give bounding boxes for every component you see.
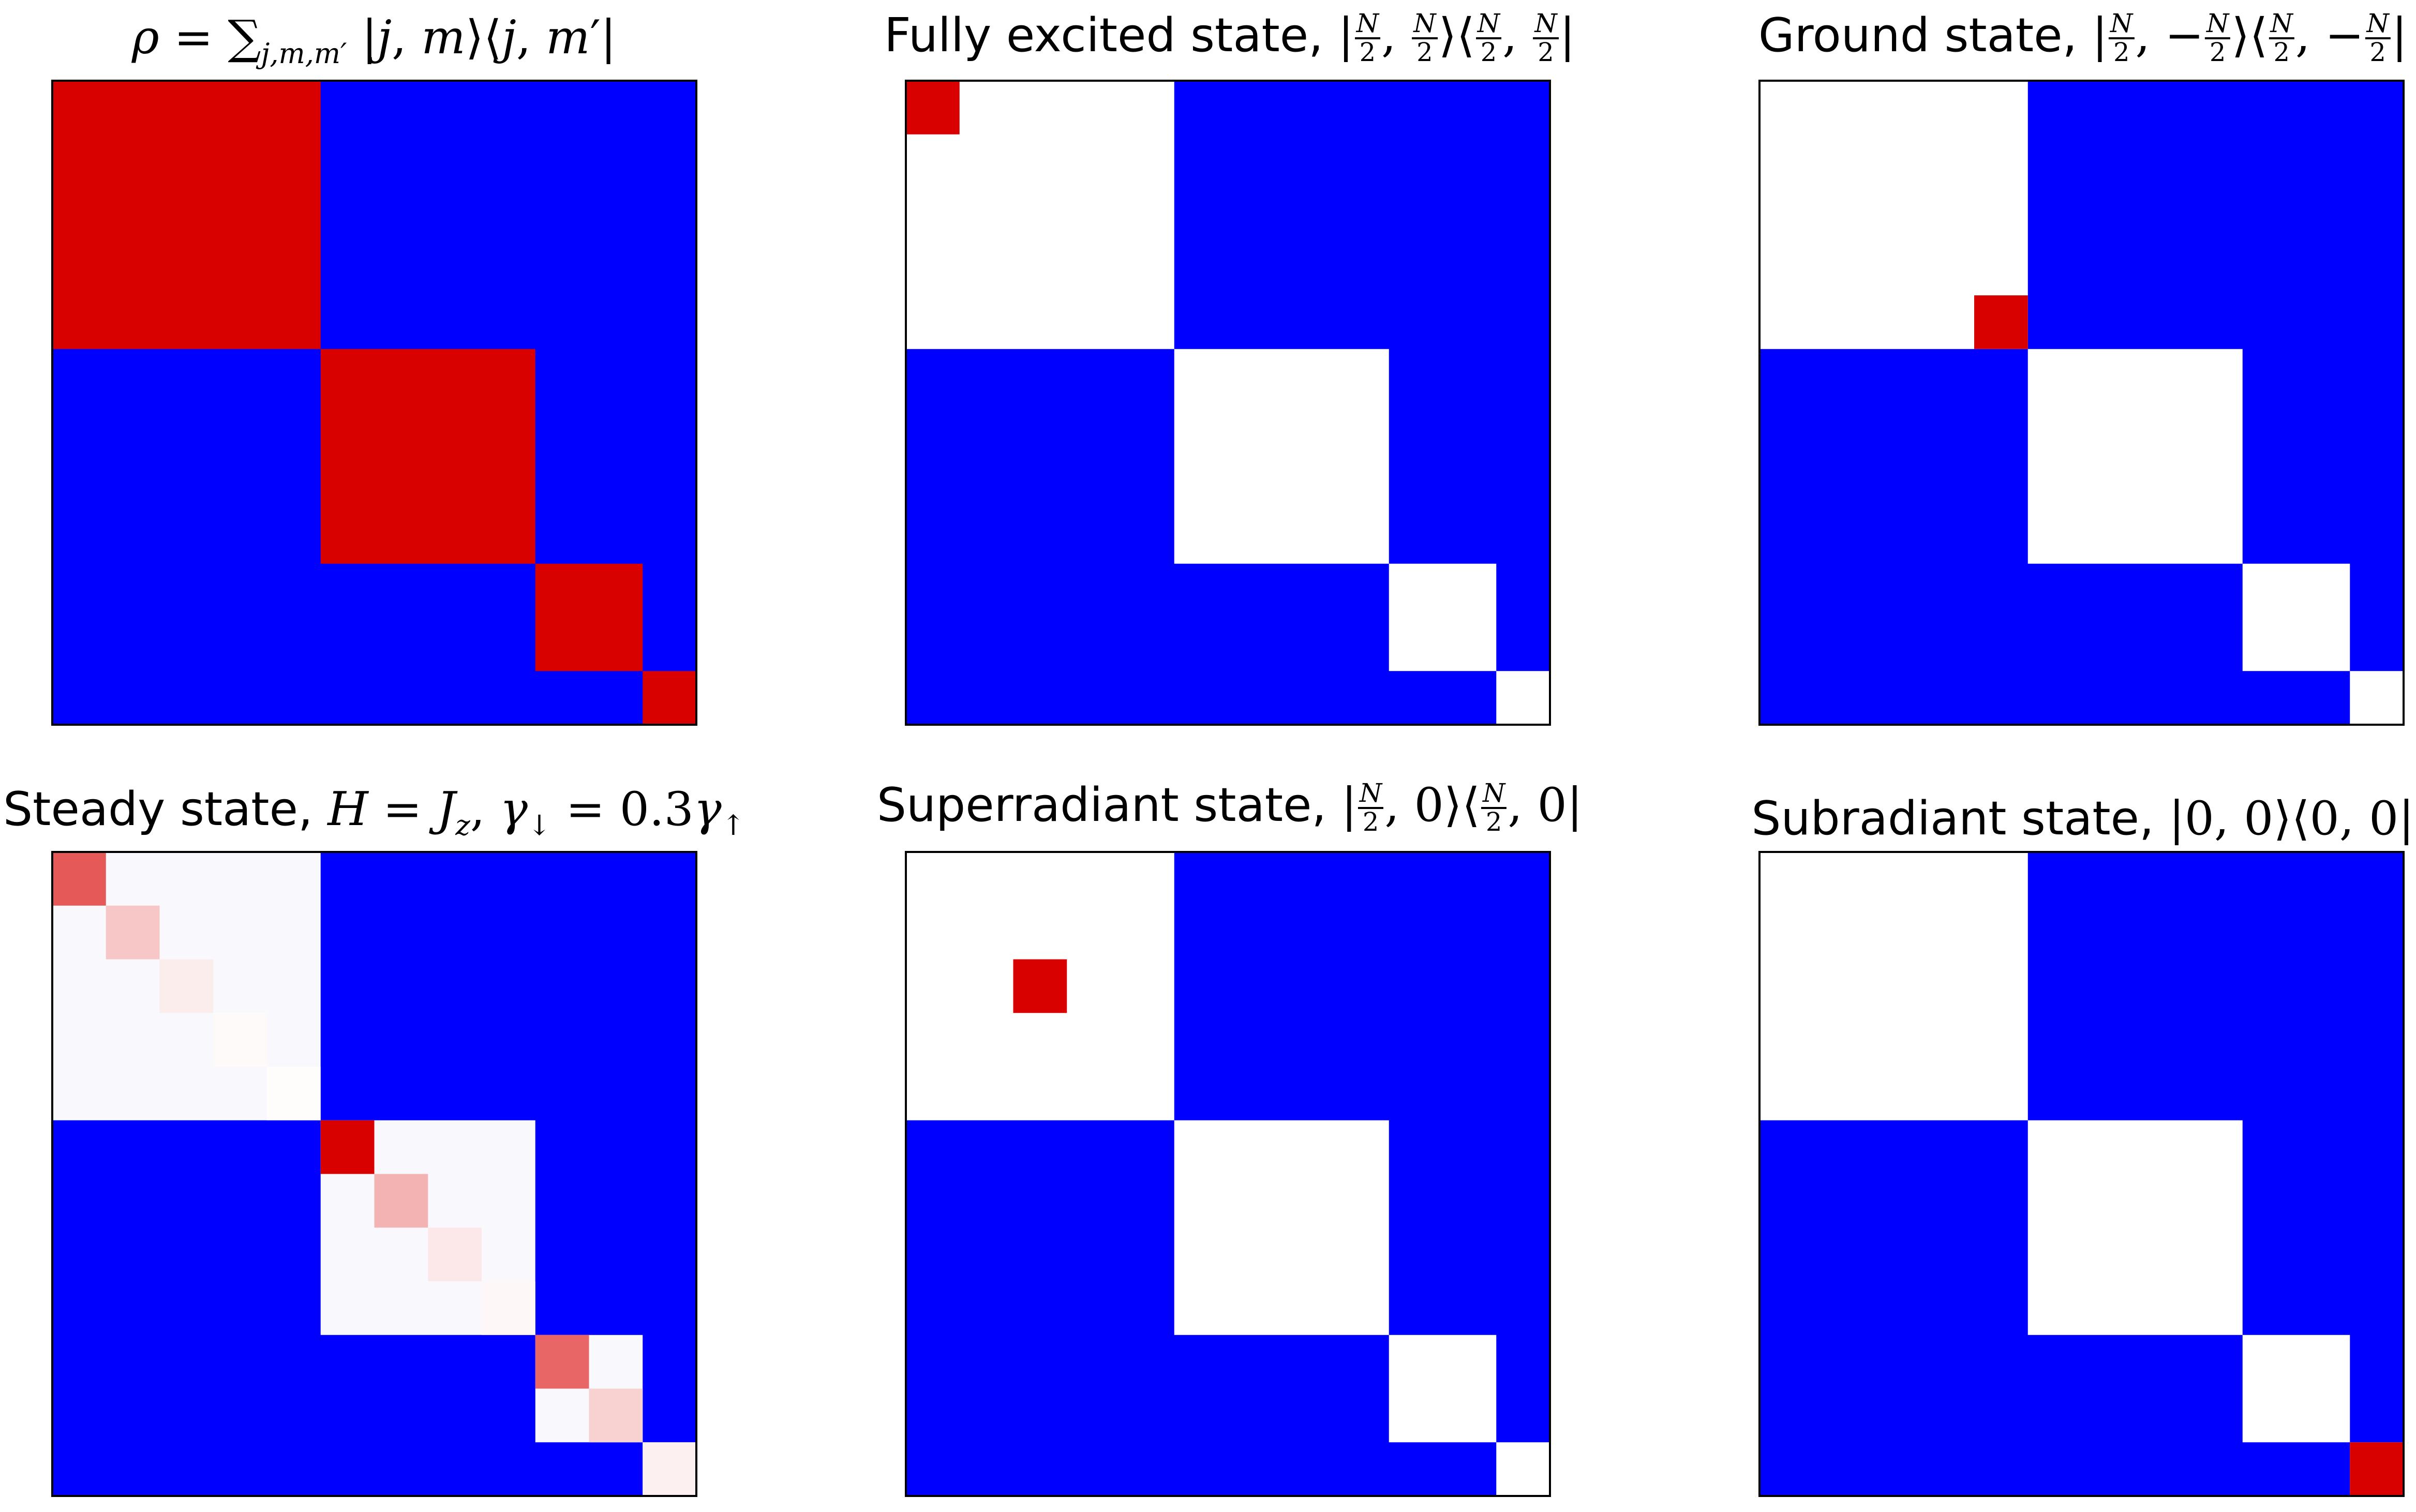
panel-3-cell-1 [1974, 295, 2028, 349]
panel-1-frame [51, 80, 697, 726]
panel-2-block-2 [1174, 349, 1389, 564]
panel-5-frame [905, 851, 1551, 1497]
panel-2-cell-1 [906, 81, 960, 134]
panel-4-cell-6 [320, 1120, 375, 1174]
panel-4-cell-7 [374, 1174, 428, 1228]
panel-4-cell-5 [267, 1067, 321, 1120]
panel-1-title: ρ = ∑j,m,m′ |j, m⟩⟨j, m′| [131, 10, 617, 70]
panel-1-matrix [51, 80, 697, 726]
panel-3-title: Ground state, | N 2, − N 2 ⟩⟨ N 2, − N 2 | [1758, 8, 2408, 67]
panel-4-matrix [51, 851, 697, 1497]
panel-4-cell-3 [159, 959, 214, 1013]
panel-4-cell-9 [482, 1281, 535, 1335]
panel-5-cell-1 [1013, 959, 1067, 1013]
panel-3-block-2 [2027, 349, 2243, 564]
panel-1-block-4 [643, 671, 696, 725]
panel-2-matrix [905, 80, 1551, 726]
panel-1-block-2 [320, 349, 535, 564]
panel-2-title: Fully excited state, | N 2, N 2 ⟩⟨ N 2, N 2 | [884, 8, 1575, 67]
panel-6-block-2 [2027, 1120, 2243, 1335]
panel-4-cell-12 [643, 1442, 696, 1496]
panel-2-block-4 [1496, 671, 1550, 725]
panel-6-frame [1758, 851, 2405, 1497]
panel-3-block-3 [2242, 563, 2350, 671]
panel-4-cell-1 [52, 852, 106, 906]
panel-1-block-1 [52, 81, 321, 349]
panel-3-block-4 [2350, 671, 2404, 725]
panel-6-title: Subradiant state, |0, 0⟩⟨0, 0| [1751, 791, 2414, 846]
panel-5-block-4 [1496, 1442, 1550, 1496]
panel-3-matrix [1758, 80, 2405, 726]
panel-6-block-1 [1759, 852, 2028, 1120]
panel-2-frame [905, 80, 1551, 726]
panel-5-title: Superradiant state, | N 2, 0⟩⟨ N 2, 0| [876, 777, 1583, 837]
panel-4-cell-8 [428, 1227, 482, 1281]
panel-3-frame [1758, 80, 2405, 726]
panel-5-matrix [905, 851, 1551, 1497]
panel-4-cell-11 [589, 1388, 643, 1443]
panel-5-block-3 [1389, 1335, 1497, 1443]
panel-4-title: Steady state, H = Jz, γ↓ = 0.3γ↑ [3, 782, 745, 842]
panel-1-block-3 [535, 563, 643, 671]
panel-6-block-3 [2242, 1335, 2350, 1443]
panel-6-cell-1 [2350, 1442, 2404, 1496]
panel-2-block-3 [1389, 563, 1497, 671]
panel-4-cell-10 [535, 1335, 589, 1389]
panel-4-frame [51, 851, 697, 1497]
panel-4-cell-4 [213, 1013, 267, 1067]
panel-6-matrix [1758, 851, 2405, 1497]
panel-4-cell-2 [106, 905, 160, 960]
panel-5-block-2 [1174, 1120, 1389, 1335]
